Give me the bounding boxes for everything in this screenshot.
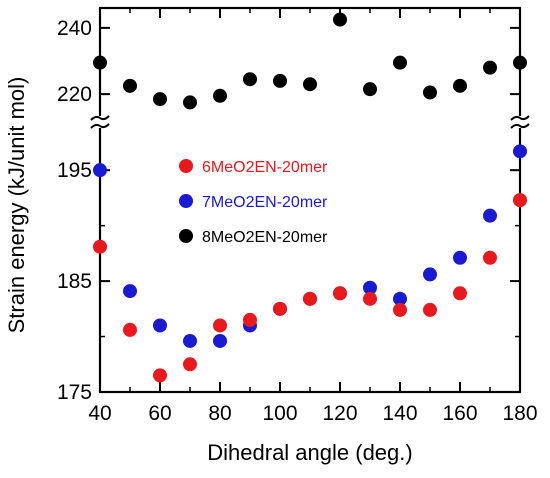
tick-labels: 40 60 80 100 120 140 160 180 175 185 195 220 240 xyxy=(57,17,538,425)
data-point xyxy=(393,291,407,306)
data-point xyxy=(303,291,317,306)
axis-ticks xyxy=(99,8,521,393)
data-point xyxy=(333,286,347,301)
data-point xyxy=(153,92,167,107)
data-point xyxy=(423,267,437,282)
x-tick-label: 120 xyxy=(322,402,357,425)
data-point xyxy=(333,12,347,27)
data-point xyxy=(93,55,107,70)
data-point xyxy=(453,78,467,93)
legend-label: 8MeO2EN-20mer xyxy=(202,229,328,246)
data-points xyxy=(93,12,527,383)
data-point xyxy=(93,239,107,254)
data-point xyxy=(93,163,107,178)
data-point xyxy=(213,88,227,103)
data-point xyxy=(363,82,377,97)
y-tick-label: 185 xyxy=(57,270,92,293)
data-point xyxy=(183,357,197,372)
legend-label: 7MeO2EN-20mer xyxy=(202,194,328,211)
y-axis-title: Strain energy (kJ/unit mol) xyxy=(4,77,29,334)
data-point xyxy=(153,368,167,383)
y-tick-label: 220 xyxy=(57,83,92,106)
legend-label: 6MeO2EN-20mer xyxy=(202,159,328,176)
x-tick-label: 180 xyxy=(502,402,537,425)
axis-break-mark xyxy=(90,115,530,129)
x-tick-label: 160 xyxy=(442,402,477,425)
data-point xyxy=(363,280,377,295)
legend: 6MeO2EN-20mer 7MeO2EN-20mer 8MeO2EN-20mer xyxy=(179,159,328,246)
data-point xyxy=(273,301,287,316)
y-tick-label: 195 xyxy=(57,159,92,182)
data-point xyxy=(393,55,407,70)
data-point xyxy=(513,144,527,159)
data-point xyxy=(243,72,257,87)
data-point xyxy=(123,322,137,337)
data-point xyxy=(453,286,467,301)
data-point xyxy=(513,55,527,70)
x-tick-label: 100 xyxy=(262,402,297,425)
data-point xyxy=(483,250,497,265)
data-point xyxy=(273,73,287,88)
data-point xyxy=(153,318,167,333)
axis-break-line xyxy=(90,123,110,129)
data-point xyxy=(483,60,497,75)
data-point xyxy=(123,284,137,299)
data-point xyxy=(423,302,437,317)
data-point xyxy=(243,312,257,327)
data-point xyxy=(513,193,527,208)
data-point xyxy=(303,77,317,92)
x-tick-label: 140 xyxy=(382,402,417,425)
data-point xyxy=(183,95,197,110)
y-tick-label: 240 xyxy=(57,17,92,40)
y-tick-label: 175 xyxy=(57,381,92,404)
data-point xyxy=(423,85,437,100)
axis-break-line xyxy=(510,115,530,121)
data-point xyxy=(393,302,407,317)
data-point xyxy=(213,318,227,333)
axis-break-line xyxy=(510,123,530,129)
x-axis-title: Dihedral angle (deg.) xyxy=(207,440,412,465)
x-tick-label: 60 xyxy=(148,402,171,425)
x-tick-label: 80 xyxy=(208,402,231,425)
data-point xyxy=(183,333,197,348)
data-point xyxy=(363,291,377,306)
legend-marker xyxy=(179,159,193,173)
data-point xyxy=(123,78,137,93)
x-tick-label: 40 xyxy=(88,402,111,425)
data-point xyxy=(483,208,497,223)
legend-marker xyxy=(179,194,193,208)
legend-marker xyxy=(179,229,193,243)
data-point xyxy=(453,250,467,265)
axis-break-line xyxy=(90,115,110,121)
data-point xyxy=(213,333,227,348)
